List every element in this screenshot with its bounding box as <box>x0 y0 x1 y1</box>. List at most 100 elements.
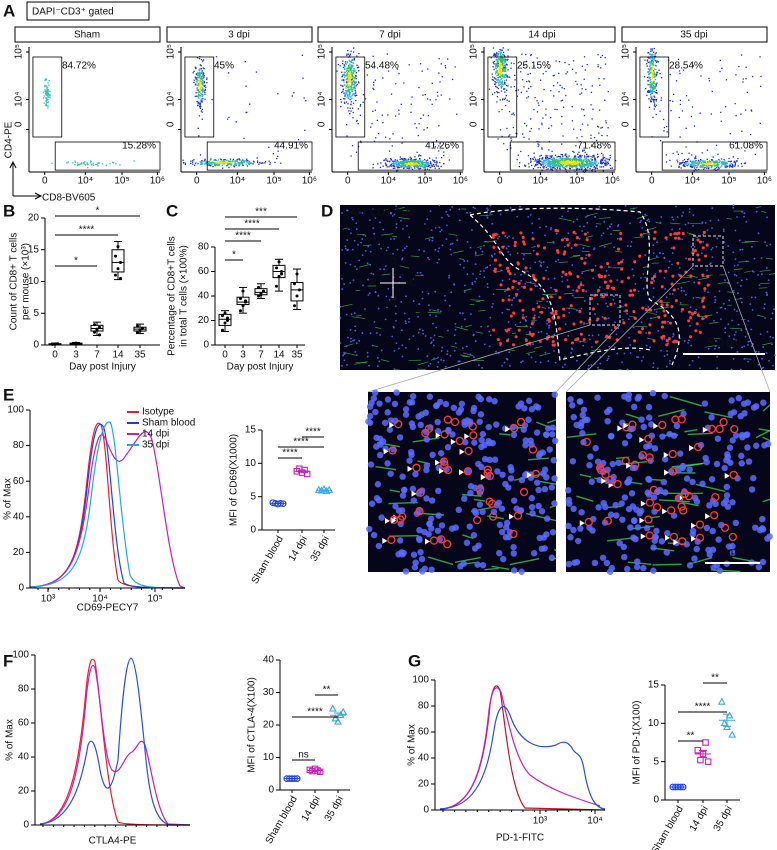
event-dot <box>500 51 502 54</box>
event-dot <box>563 159 566 162</box>
event-dot <box>655 75 657 77</box>
cd3-fiber <box>534 346 543 349</box>
event-dot <box>529 72 531 75</box>
dapi-nucleus <box>692 214 695 217</box>
event-dot <box>347 73 349 75</box>
event-dot <box>535 164 537 166</box>
event-dot <box>425 162 427 164</box>
dapi-nucleus <box>431 236 434 239</box>
event-dot <box>581 168 583 170</box>
event-dot <box>650 68 652 70</box>
significance-label: **** <box>79 225 95 236</box>
dapi-nucleus <box>395 342 398 344</box>
event-dot <box>492 47 495 49</box>
event-dot <box>384 159 386 161</box>
dapi-nucleus <box>762 346 765 348</box>
event-dot <box>719 70 721 73</box>
event-dot <box>77 165 79 167</box>
event-dot <box>502 56 504 59</box>
event-dot <box>508 100 510 102</box>
event-dot <box>655 52 657 54</box>
dapi-nucleus <box>695 308 698 311</box>
dapi-nucleus <box>610 223 613 225</box>
dapi-nucleus <box>553 277 556 280</box>
event-dot <box>605 120 607 122</box>
dapi-nucleus <box>766 216 768 219</box>
event-dot <box>504 73 506 76</box>
y-axis-label: % of Max <box>5 719 16 761</box>
event-dot <box>573 128 575 130</box>
event-dot <box>194 66 196 68</box>
event-dot <box>552 164 554 166</box>
event-dot <box>499 67 501 69</box>
event-dot <box>347 67 349 69</box>
event-dot <box>499 55 502 57</box>
event-dot <box>430 162 432 164</box>
event-dot <box>654 103 656 105</box>
event-dot <box>596 139 598 142</box>
event-dot <box>355 78 357 80</box>
event-dot <box>650 48 652 50</box>
event-dot <box>349 73 351 75</box>
event-dot <box>356 119 358 122</box>
event-dot <box>650 55 652 57</box>
dapi-nucleus <box>364 234 367 237</box>
event-dot <box>651 63 653 65</box>
event-dot <box>724 164 726 166</box>
event-dot <box>545 157 548 159</box>
cd3-fiber <box>341 303 353 307</box>
dapi-nucleus <box>621 361 623 364</box>
event-dot <box>594 159 597 161</box>
event-dot <box>589 163 592 166</box>
event-dot <box>409 164 411 166</box>
event-dot <box>359 114 361 116</box>
dapi-nucleus <box>753 257 756 260</box>
cd8-cell <box>541 297 545 301</box>
event-dot <box>609 157 611 159</box>
event-dot <box>362 101 364 103</box>
dapi-nucleus <box>752 270 755 273</box>
event-dot <box>454 66 456 68</box>
event-dot <box>352 102 355 104</box>
dapi-nucleus <box>516 215 519 218</box>
event-dot <box>584 168 587 170</box>
event-dot <box>577 159 579 161</box>
event-dot <box>345 78 347 81</box>
event-dot <box>113 162 115 164</box>
event-dot <box>355 151 358 153</box>
dapi-nucleus <box>571 294 574 297</box>
dapi-nucleus <box>711 207 714 210</box>
event-dot <box>572 162 574 164</box>
event-dot <box>44 79 46 81</box>
dapi-nucleus <box>429 309 431 311</box>
event-dot <box>650 61 652 63</box>
dapi-nucleus <box>501 279 504 282</box>
event-dot <box>496 101 498 103</box>
event-dot <box>590 164 592 167</box>
dapi-nucleus <box>385 249 388 252</box>
x-tick-label: 10⁴ <box>685 176 700 187</box>
event-dot <box>196 77 198 79</box>
event-dot <box>585 88 587 91</box>
event-dot <box>682 162 684 164</box>
event-dot <box>436 140 438 142</box>
plot-title: 14 dpi <box>528 30 555 41</box>
event-dot <box>440 63 442 65</box>
dapi-nucleus <box>613 302 616 305</box>
event-dot <box>426 165 428 167</box>
event-dot <box>553 166 555 168</box>
event-dot <box>195 77 197 79</box>
event-dot <box>540 160 542 162</box>
event-dot <box>246 161 248 164</box>
event-dot <box>572 158 575 160</box>
event-dot <box>576 158 578 160</box>
event-dot <box>198 135 200 137</box>
event-dot <box>564 168 566 170</box>
cd3-fiber <box>463 288 472 292</box>
y-tick-label: 10⁵ <box>469 44 480 59</box>
dapi-nucleus <box>599 362 602 365</box>
event-dot <box>601 134 603 137</box>
dapi-nucleus <box>728 299 731 302</box>
dapi-nucleus <box>352 279 355 281</box>
dapi-nucleus <box>448 215 450 218</box>
